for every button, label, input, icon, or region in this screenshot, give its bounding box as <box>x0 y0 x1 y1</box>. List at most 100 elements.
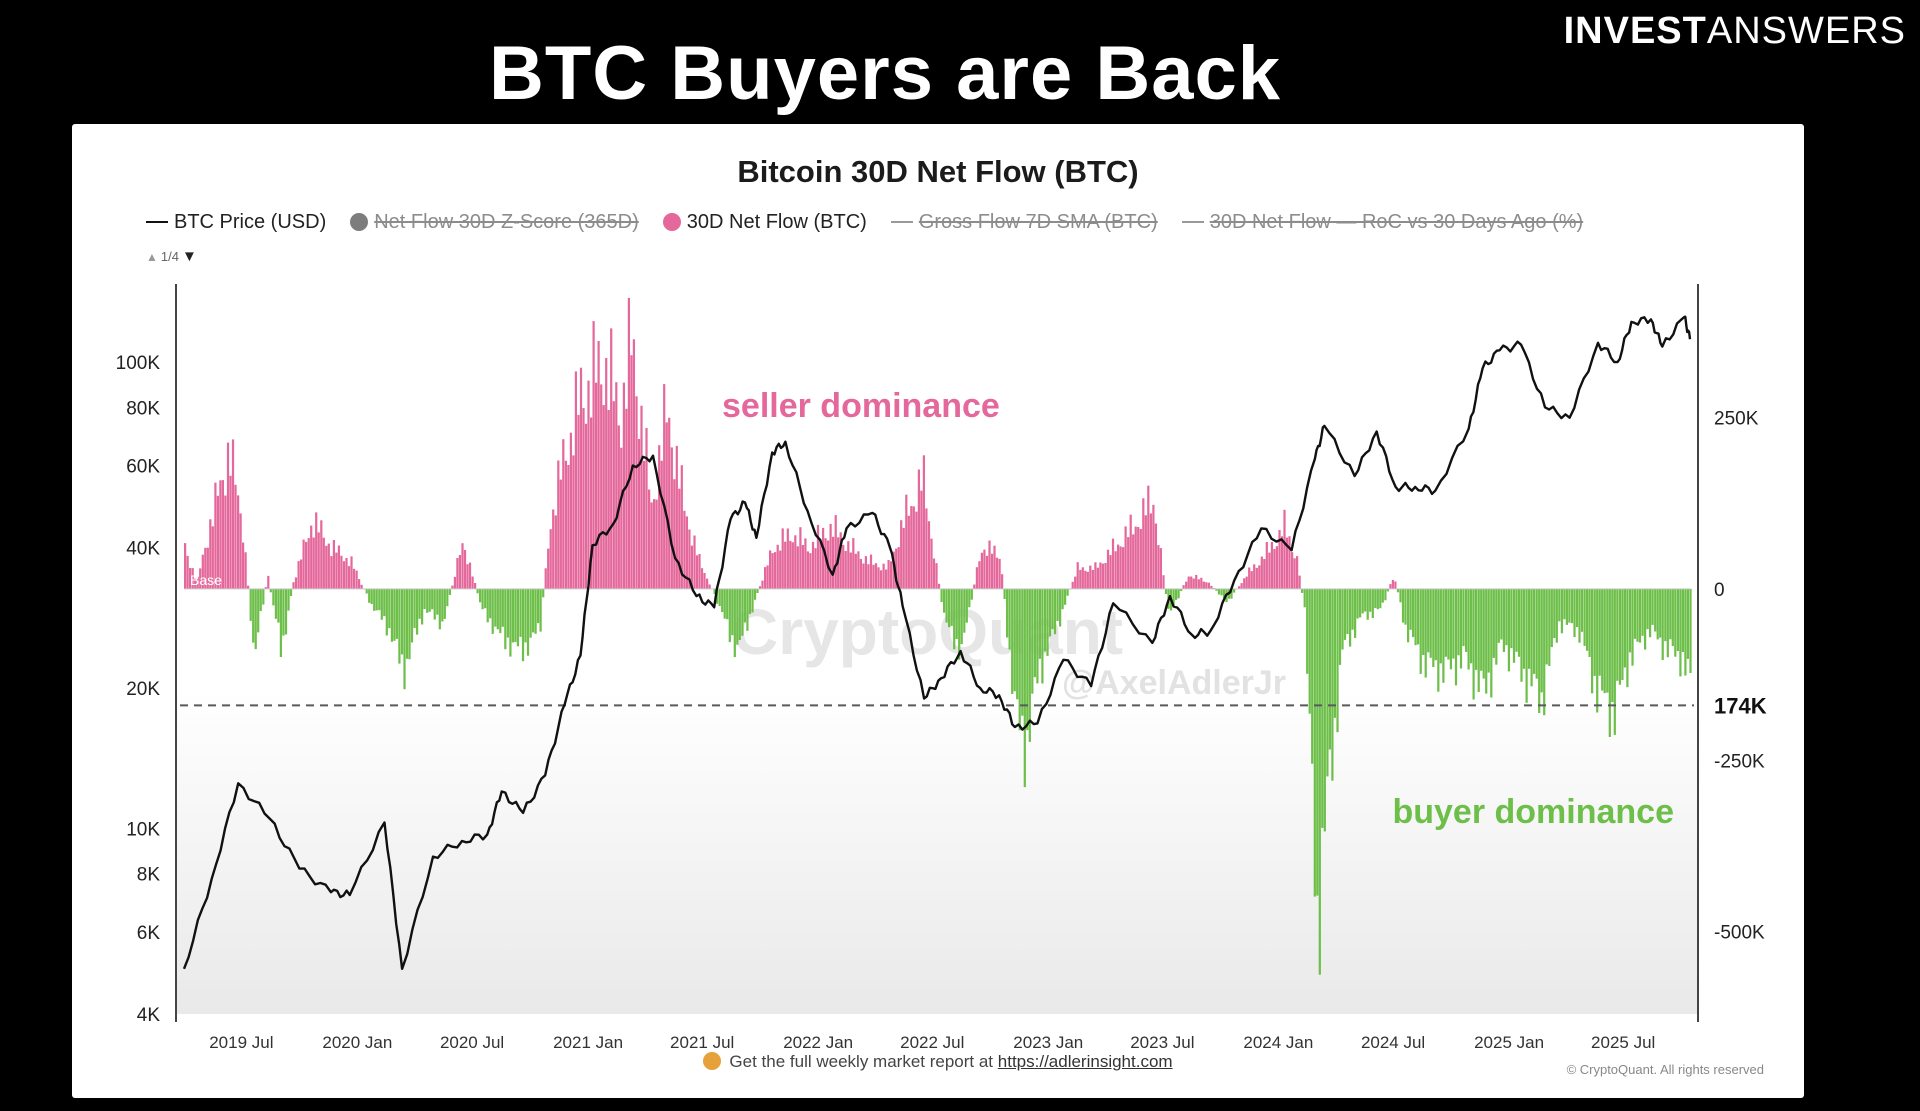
net-flow-bar <box>274 588 278 619</box>
net-flow-bar <box>698 554 701 589</box>
net-flow-bar <box>1502 588 1506 652</box>
net-flow-bar <box>1253 564 1256 589</box>
legend-item-btc-price[interactable]: BTC Price (USD) <box>146 211 326 234</box>
net-flow-bar <box>953 588 956 650</box>
net-flow-bar <box>1182 585 1185 589</box>
net-flow-bar <box>1623 588 1627 668</box>
net-flow-bar <box>1467 588 1470 670</box>
net-flow-bar <box>925 508 928 589</box>
net-flow-bar <box>794 535 797 589</box>
net-flow-bar <box>1152 504 1155 589</box>
net-flow-bar <box>468 562 472 589</box>
net-flow-bar <box>1076 562 1079 589</box>
net-flow-bar <box>542 588 545 598</box>
net-flow-bar <box>1180 588 1183 591</box>
pager-down-icon[interactable]: ▼ <box>181 248 197 265</box>
net-flow-bar <box>1371 588 1374 618</box>
net-flow-bar <box>963 588 966 633</box>
net-flow-bar <box>1633 588 1637 639</box>
net-flow-bar <box>1265 542 1268 589</box>
net-flow-bar <box>1117 544 1120 589</box>
net-flow-bar <box>1217 588 1221 595</box>
net-flow-bar <box>632 339 636 589</box>
net-flow-bar <box>653 499 656 589</box>
net-flow-bar <box>756 588 759 593</box>
net-flow-bar <box>1437 588 1440 692</box>
net-flow-bar <box>484 588 487 609</box>
net-flow-bar <box>983 549 986 589</box>
net-flow-bar <box>746 588 749 631</box>
net-flow-bar <box>1384 588 1387 601</box>
net-flow-bar <box>1018 588 1021 731</box>
net-flow-bar <box>1558 588 1561 622</box>
net-flow-bar <box>1396 588 1400 593</box>
pager-up-icon[interactable]: ▲ <box>146 249 158 264</box>
net-flow-bar <box>441 588 444 622</box>
net-flow-bar <box>335 552 338 589</box>
net-flow-bar <box>1096 567 1100 589</box>
net-flow-bar <box>534 588 537 634</box>
net-flow-bar <box>247 585 250 589</box>
net-flow-bar <box>529 588 532 638</box>
net-flow-bar <box>640 405 643 589</box>
net-flow-bar <box>695 555 699 589</box>
net-flow-bar <box>1192 578 1195 589</box>
report-link[interactable]: https://adlerinsight.com <box>997 1052 1173 1071</box>
net-flow-bar <box>1454 588 1458 686</box>
net-flow-bar <box>685 516 689 589</box>
net-flow-bar <box>436 588 439 615</box>
net-flow-bar <box>514 588 517 642</box>
net-flow-bar <box>965 588 968 623</box>
net-flow-bar <box>1172 588 1175 606</box>
net-flow-bar <box>1001 574 1004 589</box>
net-flow-bar <box>1016 588 1019 700</box>
net-flow-bar <box>1013 588 1016 692</box>
net-flow-bar <box>1119 546 1122 589</box>
legend-item-gross-flow[interactable]: Gross Flow 7D SMA (BTC) <box>890 211 1158 234</box>
net-flow-bar <box>1331 588 1334 781</box>
y-left-tick-label: 8K <box>137 865 161 886</box>
net-flow-bar <box>1298 575 1301 589</box>
net-flow-bar <box>231 439 235 589</box>
x-tick-label: 2021 Jan <box>553 1033 623 1052</box>
brand-logo: INVESTANSWERS <box>1564 10 1906 53</box>
net-flow-bar <box>648 489 651 589</box>
net-flow-bar <box>453 576 457 589</box>
net-flow-bar <box>526 588 530 656</box>
legend-item-net-flow[interactable]: 30D Net Flow (BTC) <box>662 211 867 234</box>
net-flow-bar <box>1293 558 1296 589</box>
net-flow-bar <box>842 544 845 589</box>
net-flow-bar <box>1517 588 1521 657</box>
y-left-tick-label: 10K <box>126 819 160 840</box>
net-flow-bar <box>995 557 999 589</box>
net-flow-bar <box>960 588 963 645</box>
net-flow-bar <box>764 567 767 589</box>
y-right-tick-label: 0 <box>1714 580 1725 601</box>
legend-item-roc[interactable]: 30D Net Flow — RoC vs 30 Days Ago (%) <box>1181 211 1583 234</box>
net-flow-bar <box>370 588 373 604</box>
net-flow-bar <box>1086 571 1089 589</box>
net-flow-bar <box>506 588 510 638</box>
net-flow-bar <box>973 584 976 589</box>
net-flow-bar <box>1066 588 1069 596</box>
net-flow-bar <box>1361 588 1364 614</box>
net-flow-bar <box>1669 588 1672 640</box>
net-flow-bar <box>317 532 320 589</box>
net-flow-bar <box>358 579 361 589</box>
dot-marker-icon <box>662 213 681 231</box>
net-flow-bar <box>1326 588 1329 777</box>
net-flow-bar <box>398 588 401 664</box>
net-flow-bar <box>663 384 666 589</box>
net-flow-bar <box>1412 588 1415 638</box>
net-flow-bar <box>1621 588 1624 680</box>
legend-item-zscore[interactable]: Net Flow 30D Z-Score (365D) <box>350 211 639 234</box>
net-flow-bar <box>595 382 598 589</box>
net-flow-bar <box>635 396 638 589</box>
net-flow-bar <box>1565 588 1569 625</box>
net-flow-bar <box>577 414 580 589</box>
net-flow-bar <box>1048 588 1052 637</box>
net-flow-bar <box>1091 570 1095 589</box>
net-flow-bar <box>476 588 479 594</box>
net-flow-bar <box>428 588 431 612</box>
net-flow-bar <box>307 538 310 589</box>
